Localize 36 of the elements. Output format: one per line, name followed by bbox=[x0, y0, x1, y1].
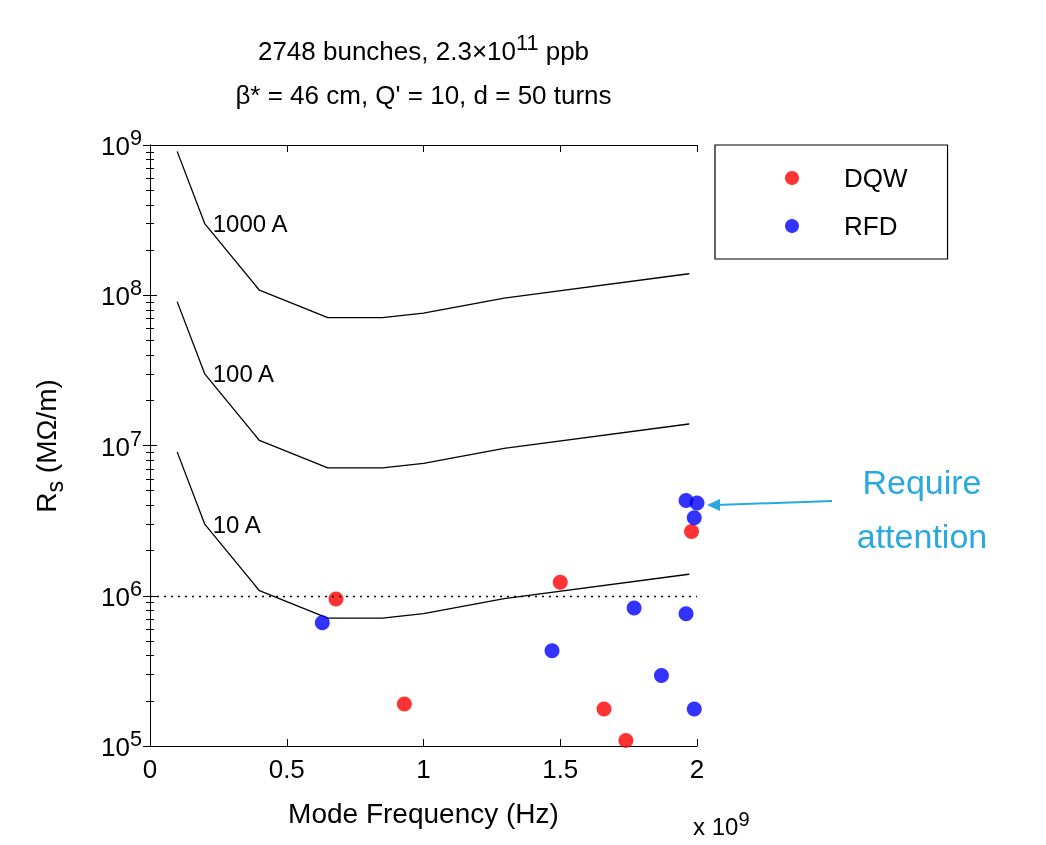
series-label: 100 A bbox=[212, 360, 275, 388]
text: Require attention bbox=[855, 462, 989, 557]
x-tick-label: 1.5 bbox=[542, 754, 579, 784]
point bbox=[653, 667, 669, 683]
point bbox=[314, 615, 330, 631]
legend-label: RFD bbox=[844, 211, 898, 241]
point bbox=[689, 495, 705, 511]
point bbox=[596, 701, 612, 717]
text: x 10$^{9}$ bbox=[693, 808, 750, 841]
series-label: 10 A bbox=[212, 510, 261, 538]
legend-label: DQW bbox=[844, 163, 908, 193]
point bbox=[544, 643, 560, 659]
x-tick-label: 0.5 bbox=[268, 754, 305, 784]
line-series bbox=[176, 301, 690, 469]
x-tick-label: 2 bbox=[689, 754, 705, 784]
chart-title: 2748 bunches, 2.3×10$^{11}$ ppb bbox=[257, 30, 590, 67]
y-tick-label: 10$^{9}$ bbox=[101, 125, 142, 162]
y-tick-label: 10$^{6}$ bbox=[101, 575, 142, 613]
x-axis-title: Mode Frequency (Hz) bbox=[288, 798, 559, 830]
point bbox=[686, 510, 702, 526]
line-series bbox=[176, 151, 690, 319]
y-tick-label: 10$^{5}$ bbox=[101, 726, 142, 763]
point bbox=[618, 732, 634, 748]
point bbox=[552, 574, 568, 590]
x-tick-label: 1 bbox=[416, 754, 431, 784]
point bbox=[328, 591, 344, 607]
chart-subtitle: β* = 46 cm, Q' = 10, d = 50 turns bbox=[235, 80, 612, 111]
point bbox=[684, 523, 700, 539]
y-tick-label: 10$^{7}$ bbox=[101, 425, 142, 463]
y-tick-label: 10$^{8}$ bbox=[101, 275, 142, 312]
series-label: 1000 A bbox=[212, 210, 288, 238]
point bbox=[396, 696, 412, 712]
point bbox=[626, 600, 642, 616]
point bbox=[678, 606, 694, 622]
x-tick-label: 0 bbox=[142, 754, 158, 784]
point bbox=[686, 701, 702, 717]
